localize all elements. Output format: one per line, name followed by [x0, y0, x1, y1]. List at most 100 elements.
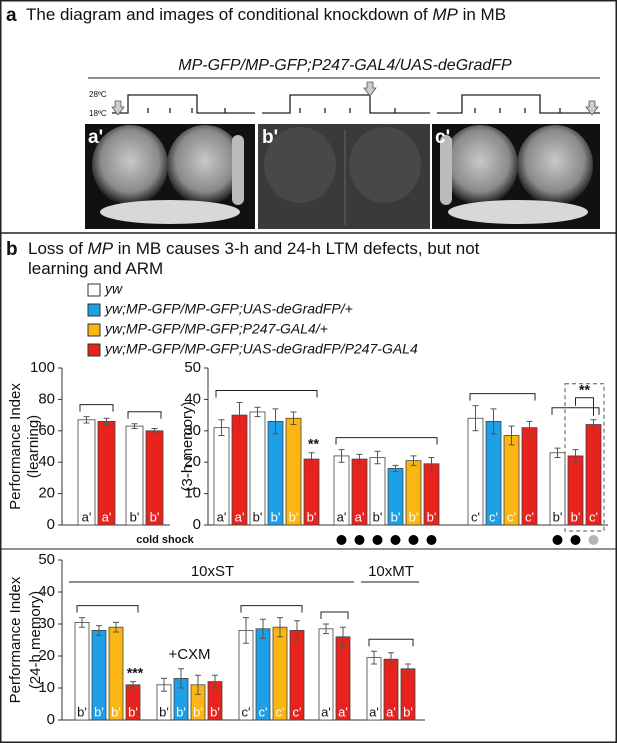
bar-label: a' — [337, 509, 347, 524]
error-bar — [410, 455, 417, 466]
legend-swatch — [87, 303, 101, 317]
bar-label: b' — [307, 509, 317, 524]
error-bar — [260, 618, 266, 639]
error-bar — [338, 449, 345, 463]
bar-label: b' — [271, 509, 281, 524]
error-bar — [371, 650, 377, 665]
error-bar — [236, 402, 243, 429]
y-tick-label: 0 — [47, 516, 55, 533]
error-bar — [392, 464, 399, 473]
bar-label: b' — [111, 704, 121, 719]
title-part: MP — [432, 5, 458, 24]
error-bar — [218, 419, 225, 437]
cold-shock-dot — [408, 535, 419, 545]
y-tick-label: 80 — [38, 390, 55, 407]
legend-swatch — [87, 343, 101, 357]
bar-label: a' — [369, 704, 379, 719]
error-bar — [508, 425, 515, 446]
cold-shock-dot — [570, 535, 581, 545]
legend-label: yw;MP-GFP/MP-GFP;P247-GAL4/+ — [104, 321, 328, 337]
group-label: +CXM — [168, 646, 210, 663]
error-bar — [178, 668, 184, 689]
y-tick-label: 50 — [38, 551, 55, 568]
panel-letter: b — [6, 239, 18, 260]
error-bar — [151, 427, 158, 434]
bar-label: b' — [128, 704, 138, 719]
y-tick-label: 30 — [184, 422, 201, 439]
error-bar — [490, 408, 497, 435]
y-tick-label: 20 — [38, 647, 55, 664]
y-tick-label: 10 — [38, 679, 55, 696]
error-bar — [572, 449, 579, 463]
error-bar — [356, 453, 363, 465]
image-label: a' — [88, 127, 103, 148]
bar-label: c' — [489, 509, 498, 524]
title-part: The diagram and images of conditional kn… — [26, 5, 432, 24]
bar-label: a' — [82, 509, 92, 524]
cold-shock-dot — [372, 535, 383, 545]
legend-swatch — [87, 323, 101, 337]
y-tick-label: 20 — [184, 453, 201, 470]
panel-title: The diagram and images of conditional kn… — [26, 5, 506, 24]
error-bar — [131, 423, 138, 429]
highlight-box — [564, 383, 605, 532]
bar-label: a' — [321, 704, 331, 719]
temp-low: 18ºC — [89, 109, 107, 118]
y-axis-label: (24-h memory) — [27, 591, 44, 689]
temp-high: 28ºC — [89, 90, 107, 99]
micrograph — [432, 124, 600, 229]
micrograph — [258, 124, 430, 229]
bar-label: a' — [217, 509, 227, 524]
error-bar — [243, 617, 249, 644]
section-label: 10xST — [191, 563, 234, 580]
bar-label: b' — [391, 509, 401, 524]
error-bar — [277, 617, 283, 638]
y-tick-label: 20 — [38, 485, 55, 502]
error-bar — [272, 408, 279, 435]
bar-label: b' — [373, 509, 383, 524]
error-bar — [161, 677, 167, 692]
error-bar — [254, 406, 261, 418]
bracket — [368, 638, 414, 647]
bar-label: a' — [355, 509, 365, 524]
y-axis-label: Performance Index — [7, 383, 24, 510]
error-bar — [195, 674, 201, 695]
bracket — [320, 611, 349, 619]
bracket — [551, 407, 600, 415]
legend-label: yw;MP-GFP/MP-GFP;UAS-deGradFP/+ — [104, 301, 353, 317]
error-bar — [79, 617, 85, 628]
bar-label: b' — [130, 509, 140, 524]
image-label: c' — [435, 127, 450, 148]
error-bar — [290, 411, 297, 426]
y-tick-label: 40 — [38, 583, 55, 600]
error-bar — [294, 620, 300, 641]
panel-title: learning and ARM — [28, 259, 163, 278]
title-part: MP — [88, 239, 114, 258]
error-bar — [405, 663, 411, 675]
bar-label: c' — [276, 704, 285, 719]
error-bar — [388, 652, 394, 667]
cold-shock-dot — [552, 535, 563, 545]
bar-label: c' — [507, 509, 516, 524]
error-bar — [526, 420, 533, 435]
bracket — [79, 404, 114, 412]
bar-label: c' — [242, 704, 251, 719]
error-bar — [323, 623, 329, 635]
error-bar — [590, 419, 597, 430]
error-bar — [428, 456, 435, 471]
bracket — [215, 390, 318, 398]
error-bar — [130, 681, 136, 689]
bar-label: c' — [471, 509, 480, 524]
significance: ** — [579, 382, 590, 398]
y-tick-label: 40 — [184, 390, 201, 407]
bar-label: b' — [409, 509, 419, 524]
bracket — [127, 411, 162, 419]
bracket — [469, 393, 536, 401]
y-axis-label: (3-h memory) — [179, 401, 196, 491]
arrows — [111, 81, 599, 116]
cold-shock-dot — [588, 535, 599, 545]
bar-label: b' — [159, 704, 169, 719]
title-part: learning and ARM — [28, 259, 163, 278]
error-bar — [340, 626, 346, 647]
